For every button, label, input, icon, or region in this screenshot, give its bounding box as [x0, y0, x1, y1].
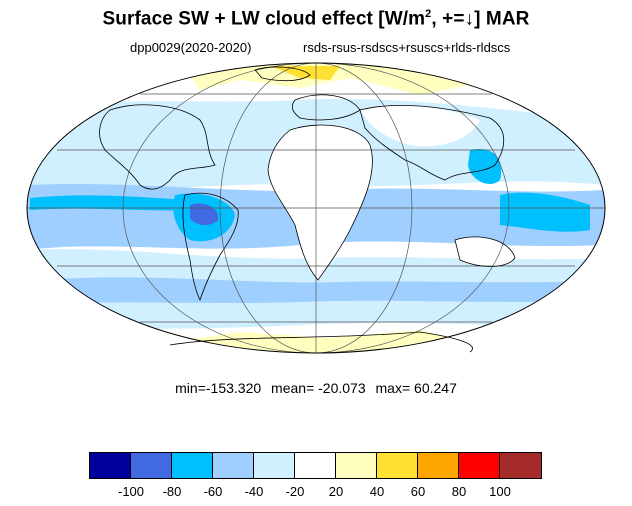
greenland-coast	[254, 66, 311, 82]
east-asia-core	[468, 149, 502, 185]
colorbar-bin	[500, 453, 541, 478]
map-border	[26, 62, 606, 354]
colorbar-bin	[295, 453, 336, 478]
colorbar-label: -40	[244, 484, 264, 499]
north-america-coast	[99, 104, 216, 190]
colorbar-bin	[131, 453, 172, 478]
africa-coast	[267, 124, 373, 281]
antarctica-coast	[169, 331, 473, 353]
plot-title: Surface SW + LW cloud effect [W/m2, +=↓]…	[102, 8, 530, 30]
colorbar-bin	[377, 453, 418, 478]
africa-landmass	[268, 125, 373, 280]
amazon-core	[190, 203, 219, 226]
colorbar-label: -80	[162, 484, 182, 499]
itcz-pacific-core	[30, 195, 190, 211]
colorbar-bin	[459, 453, 500, 478]
colorbar-label: -20	[285, 484, 305, 499]
colorbar-label: 100	[489, 484, 511, 499]
subtitle-formula: rsds-rsus-rsdscs+rsuscs+rlds-rldscs	[303, 40, 511, 55]
colorbar-labels: -100 -80 -60 -40 -20 20 40 60 80 100	[89, 484, 544, 504]
stat-min: min=-153.320	[175, 380, 262, 396]
colorbar-bin	[254, 453, 295, 478]
stat-max: max= 60.247	[375, 380, 457, 396]
colorbar-bin	[90, 453, 131, 478]
colorbar-label: -60	[203, 484, 223, 499]
subtitle-experiment: dpp0029(2020-2020)	[130, 40, 252, 55]
maritime-continent-core	[500, 192, 590, 232]
colorbar-bin	[336, 453, 377, 478]
colorbar-label: 20	[328, 484, 344, 499]
australia-coast	[454, 236, 516, 267]
colorbar-bin	[213, 453, 254, 478]
europe-coast	[291, 94, 361, 121]
stats-line: min=-153.320 mean= -20.073 max= 60.247	[0, 380, 632, 396]
colorbar-bin	[418, 453, 459, 478]
australia-landmass	[455, 236, 515, 267]
colorbar	[89, 452, 542, 479]
colorbar-bin	[172, 453, 213, 478]
asia-coast	[359, 105, 505, 181]
colorbar-label: 40	[369, 484, 385, 499]
colorbar-label: 60	[410, 484, 426, 499]
colorbar-label: 80	[451, 484, 467, 499]
stat-mean: mean= -20.073	[271, 380, 366, 396]
coastlines	[99, 66, 516, 353]
southern-ocean-band	[40, 277, 600, 304]
colorbar-label: -100	[117, 484, 145, 499]
south-america-coast	[182, 192, 239, 302]
